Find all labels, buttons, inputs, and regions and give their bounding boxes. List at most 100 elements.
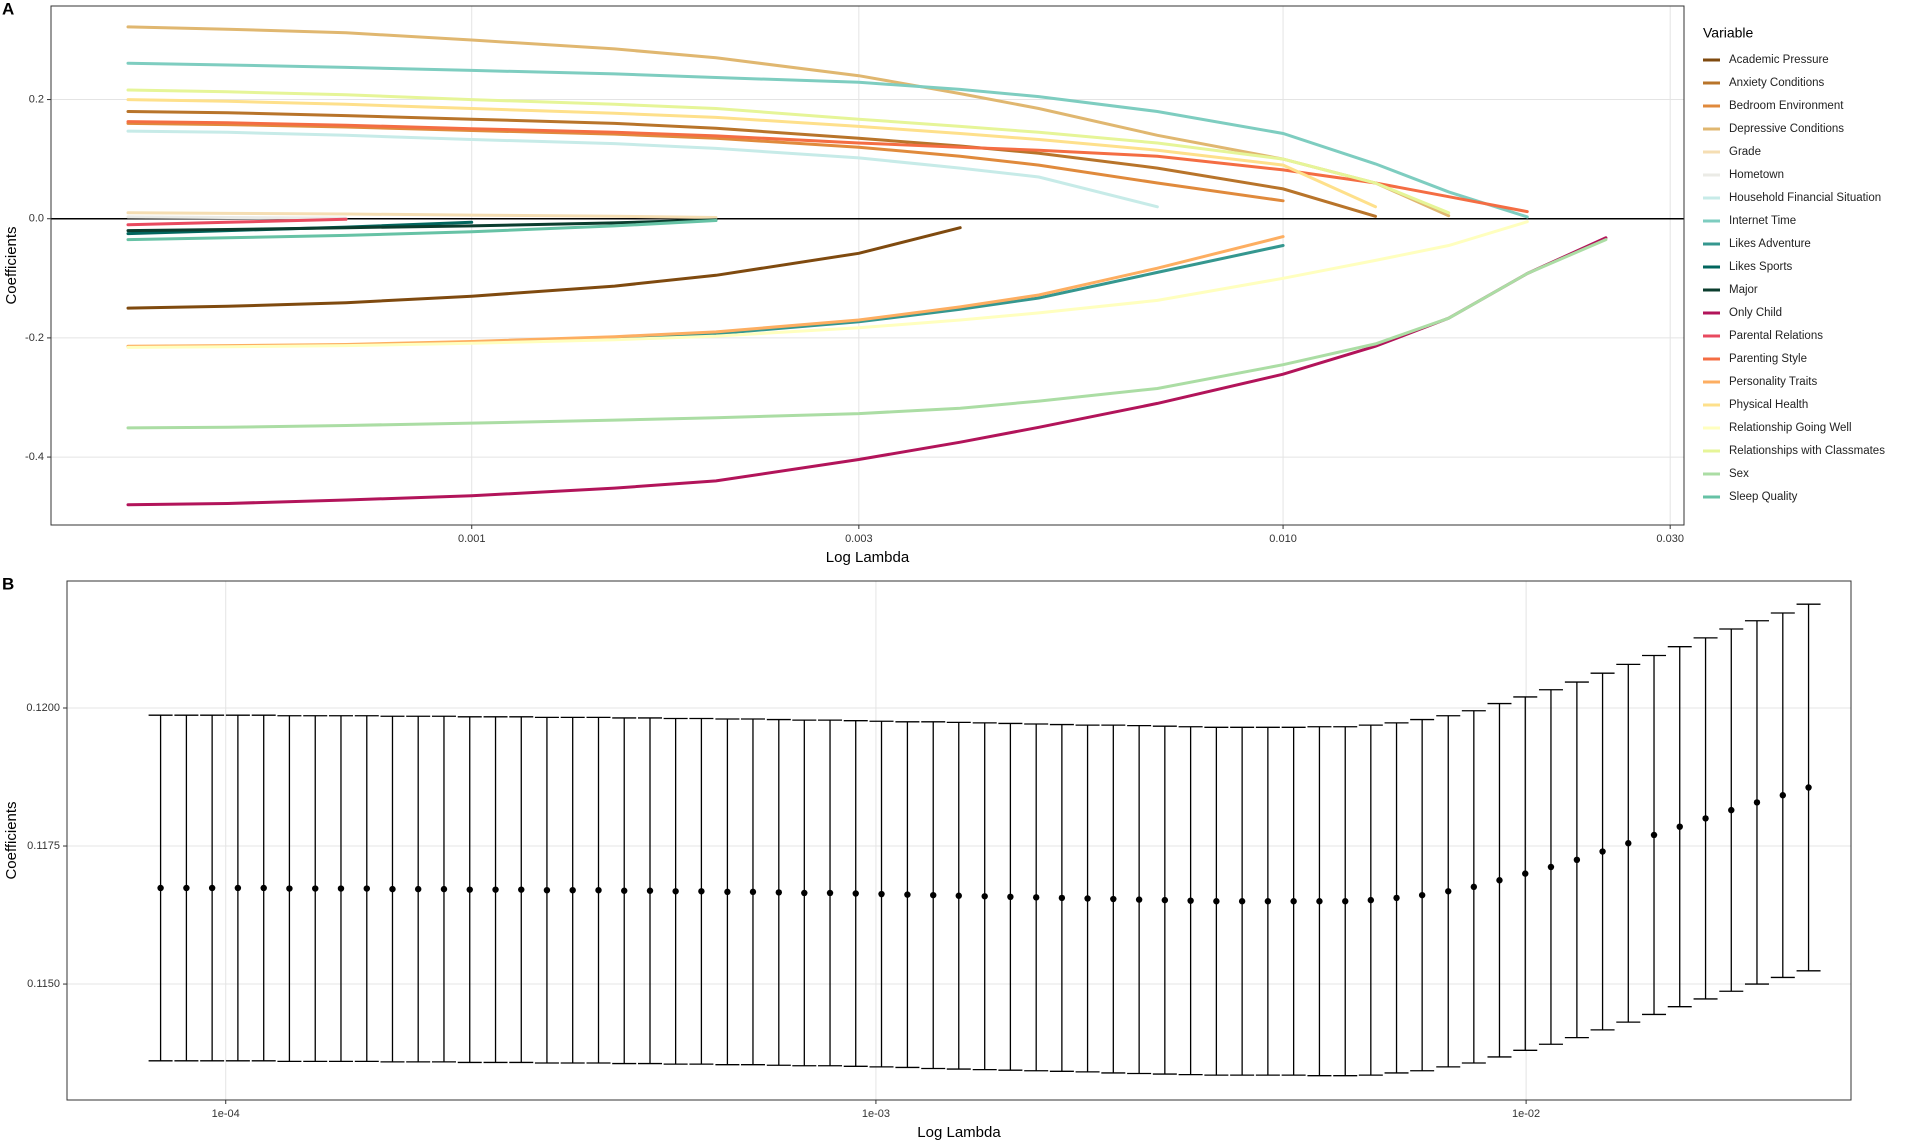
legend-label: Relationships with Classmates xyxy=(1729,445,1885,457)
legend-label: Academic Pressure xyxy=(1729,54,1829,66)
y-axis-title: Coefficients xyxy=(3,226,20,304)
mean-point xyxy=(1032,894,1040,901)
mean-point xyxy=(1728,806,1735,814)
mean-point xyxy=(1625,840,1632,847)
mean-point xyxy=(1342,898,1349,905)
legend-label: Anxiety Conditions xyxy=(1729,77,1824,89)
mean-point xyxy=(1676,823,1683,830)
mean-point xyxy=(1650,831,1658,839)
mean-point xyxy=(440,885,448,893)
mean-point xyxy=(1599,848,1606,855)
legend-label: Likes Adventure xyxy=(1729,238,1811,250)
mean-point xyxy=(775,889,783,896)
mean-point xyxy=(1470,883,1478,891)
coefficient-line xyxy=(126,120,1529,214)
mean-point xyxy=(1496,877,1503,884)
panel-label: B xyxy=(2,574,14,593)
y-tick-label: -0.4 xyxy=(25,451,44,463)
legend-label: Internet Time xyxy=(1729,215,1796,227)
legend-label: Only Child xyxy=(1729,307,1782,319)
mean-point xyxy=(208,884,216,892)
mean-point xyxy=(1058,894,1066,902)
mean-point xyxy=(1547,863,1555,871)
mean-point xyxy=(749,888,757,896)
x-tick-label: 0.003 xyxy=(845,533,873,545)
mean-point xyxy=(286,885,293,892)
mean-point xyxy=(1753,799,1761,806)
y-tick-label: 0.1200 xyxy=(26,702,60,714)
coefficient-line xyxy=(126,98,1377,209)
coefficient-line xyxy=(126,218,718,233)
y-tick-label: -0.2 xyxy=(25,332,44,344)
mean-point xyxy=(955,892,962,899)
mean-point xyxy=(1238,898,1246,905)
coefficient-line xyxy=(126,110,1377,218)
panel-label: A xyxy=(2,0,14,18)
legend-label: Major xyxy=(1729,284,1758,296)
mean-point xyxy=(1805,784,1812,791)
mean-point xyxy=(1393,894,1400,902)
legend-title: Variable xyxy=(1703,25,1754,41)
coefficient-line xyxy=(126,238,1608,430)
coefficient-line xyxy=(126,121,1285,203)
mean-point xyxy=(1522,870,1529,877)
legend-label: Parental Relations xyxy=(1729,330,1823,342)
mean-point xyxy=(1161,896,1169,904)
coefficient-line xyxy=(126,215,348,220)
mean-point xyxy=(1779,792,1787,799)
y-axis-title: Coefficients xyxy=(3,801,20,879)
mean-point xyxy=(1316,898,1323,905)
mean-point xyxy=(1187,897,1194,904)
coefficient-line xyxy=(126,88,1451,215)
mean-point xyxy=(466,886,473,893)
mean-point xyxy=(801,889,808,897)
mean-point xyxy=(1445,888,1452,895)
mean-point xyxy=(904,891,911,898)
plot-border xyxy=(50,5,1685,526)
mean-point xyxy=(234,884,242,892)
legend-label: Household Financial Situation xyxy=(1729,192,1881,204)
mean-point xyxy=(492,886,499,893)
legend-label: Depressive Conditions xyxy=(1729,123,1844,135)
coefficient-line xyxy=(126,211,718,219)
mean-point xyxy=(260,884,267,892)
mean-point xyxy=(1418,891,1426,899)
mean-point xyxy=(157,884,164,892)
legend-label: Physical Health xyxy=(1729,399,1808,411)
mean-point xyxy=(1007,893,1014,901)
legend-label: Grade xyxy=(1729,146,1761,158)
legend-label: Sleep Quality xyxy=(1729,491,1798,503)
mean-point xyxy=(1213,898,1220,905)
x-axis-title: Log Lambda xyxy=(826,549,910,566)
mean-point xyxy=(1367,896,1375,904)
x-tick-label: 0.010 xyxy=(1269,533,1297,545)
mean-point xyxy=(1264,898,1272,905)
mean-point xyxy=(1110,895,1117,903)
coefficient-line xyxy=(126,226,962,310)
x-tick-label: 1e-02 xyxy=(1512,1108,1540,1120)
mean-point xyxy=(826,889,834,897)
mean-point xyxy=(646,887,654,894)
mean-point xyxy=(1573,856,1581,864)
mean-point xyxy=(363,885,370,892)
mean-point xyxy=(672,888,679,895)
mean-point xyxy=(878,890,885,898)
x-axis-title: Log Lambda xyxy=(917,1124,1001,1141)
mean-point xyxy=(337,885,345,892)
x-tick-label: 0.001 xyxy=(458,533,486,545)
mean-point xyxy=(852,890,859,897)
mean-point xyxy=(1084,895,1091,902)
legend-label: Relationship Going Well xyxy=(1729,422,1852,434)
mean-point xyxy=(518,886,525,893)
legend-label: Sex xyxy=(1729,468,1749,480)
mean-point xyxy=(698,888,705,895)
y-tick-label: 0.1175 xyxy=(27,840,60,852)
plot-background xyxy=(51,6,1684,525)
coefficient-line xyxy=(126,129,1159,209)
mean-point xyxy=(1702,815,1709,822)
mean-point xyxy=(1290,898,1297,905)
mean-point xyxy=(543,886,551,894)
mean-point xyxy=(1135,896,1143,903)
